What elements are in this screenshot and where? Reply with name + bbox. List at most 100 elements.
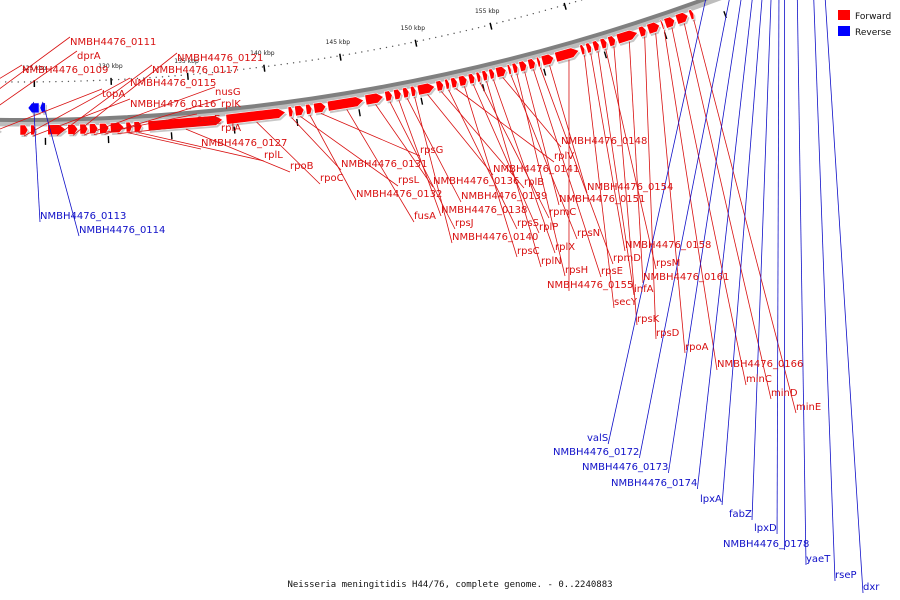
scale-dot [544,9,547,12]
gene-label-rpob: rpoB [290,161,314,172]
scale-dot [168,75,170,78]
scale-dot [574,0,577,3]
gene-label-nusg: nusG [215,87,241,98]
gene-leader-rplp [472,84,540,234]
scale-dot [477,26,480,29]
scale-dot [435,36,437,39]
gene-label-nmbh4476-0154: NMBH4476_0154 [587,182,673,193]
scale-dot [205,72,207,74]
gene-arrow-nmbh4476-0138 [392,88,402,101]
scale-dot [149,76,151,79]
scale-dot [416,40,418,43]
scale-dot [23,81,26,83]
scale-dot [532,12,534,15]
gene-arrow-sece [89,123,99,135]
legend: Forward Reverse [838,10,892,38]
gene-leader-mind [683,23,772,400]
scale-dot [42,81,45,83]
gene-arrow-nmbh4476-0141 [416,82,436,96]
gene-label-rpsh: rpsH [565,265,588,276]
scale-dot [117,78,120,81]
scale-dot [336,55,338,57]
scale-dot [255,67,257,69]
gene-leader-rplx [493,79,556,254]
gene-leader-secy [584,55,615,309]
gene-labels: NMBH4476_0111 dprA NMBH4476_0109 topA NMBH44… [22,37,880,593]
gene-arrow-nusg [79,123,89,135]
scale-dot [441,35,443,37]
scale-dot [354,52,357,54]
scale-dot [280,63,282,66]
gene-leader-rpoc [256,121,321,185]
label-leader-lines [0,0,864,594]
scale-dot [305,60,307,62]
backbone-line [0,0,708,122]
gene-leader-rpsg [320,113,421,157]
scale-dot [249,67,251,70]
gene-arrow-rplb [435,80,444,92]
scale-dot [398,44,400,46]
gene-leader-nusg [83,86,216,136]
gene-label-nmbh4476-0161: NMBH4476_0161 [643,272,729,283]
scale-dot [323,57,326,59]
gene-shadow-topa [0,130,2,134]
scale-dot [155,76,157,78]
gene-label-rpoc: rpoC [320,173,344,184]
gene-label-nmbh4476-0109: NMBH4476_0109 [22,65,108,76]
gene-arrow-rplk [99,122,110,134]
scale-dot [367,50,369,52]
gene-label-nmbh4476-0127: NMBH4476_0127 [201,138,287,149]
gene-arrow-rpoa [646,21,660,35]
strand-tick-mark [170,132,173,140]
gene-arrow-rplx [488,68,495,80]
gene-arrow-nmbh4476-0166 [659,19,665,31]
gene-arrow-rpsl [294,105,305,117]
gene-leader-nmbh4476-0166 [663,30,718,371]
scale-dot [48,81,51,83]
gene-label-nmbh4476-0115: NMBH4476_0115 [130,78,216,89]
gene-arrow-rpsd [637,25,647,38]
gene-label-rpsk: rpsK [637,314,660,325]
gene-leader-rpsl [300,116,399,187]
scale-dot [385,46,388,49]
genome-backbone [0,0,722,127]
gene-label-rpoa: rpoA [685,342,709,353]
scale-dot [180,74,182,77]
scale-dot [299,61,301,63]
gene-label-dxr: dxr [863,582,880,593]
gene-arrow-rpsj [384,90,393,102]
scale-ticks: 125 kbp 130 kbp 135 kbp 140 kbp 145 kbp 150 k… [22,2,727,145]
gene-label-rpse: rpsE [601,266,623,277]
gene-leader-nmbh4476-0116 [33,98,131,137]
scale-tick-mark [339,53,342,61]
gene-leader-rpmd [539,67,614,265]
gene-label-nmbh4476-0158: NMBH4476_0158 [625,240,711,251]
gene-leader-rpsj [389,101,456,230]
gene-leader-rpoa [655,33,686,354]
gene-leader-nmbh4476-0172 [638,0,730,459]
gene-label-rpll: rplL [264,150,283,161]
gene-label-rplv: rplV [554,151,574,162]
scale-dot [311,59,313,61]
scale-dot [330,56,332,58]
gene-arrow-rpse [526,58,536,70]
gene-label-nmbh4476-0116: NMBH4476_0116 [130,99,216,110]
scale-dot [267,65,270,67]
gene-leader-nmbh4476-0154 [549,65,588,194]
gene-label-nmbh4476-0117: NMBH4476_0117 [152,65,238,76]
gene-leader-sece [93,113,198,136]
gene-label-rpla: rplA [221,123,241,134]
scale-dot [105,79,107,81]
scale-dot [556,6,559,8]
scale-dot [224,70,226,72]
gene-leader-rpob [185,128,291,173]
scale-dot [86,80,88,82]
scale-dot [236,69,239,71]
gene-leader-rplv [455,88,555,163]
scale-dot [465,29,468,32]
gene-leader-nmbh4476-0148 [502,77,562,148]
legend-forward-label: Forward [855,12,891,22]
gene-label-nmbh4476-0113: NMBH4476_0113 [40,211,126,222]
gene-label-rplx: rplX [555,242,575,253]
